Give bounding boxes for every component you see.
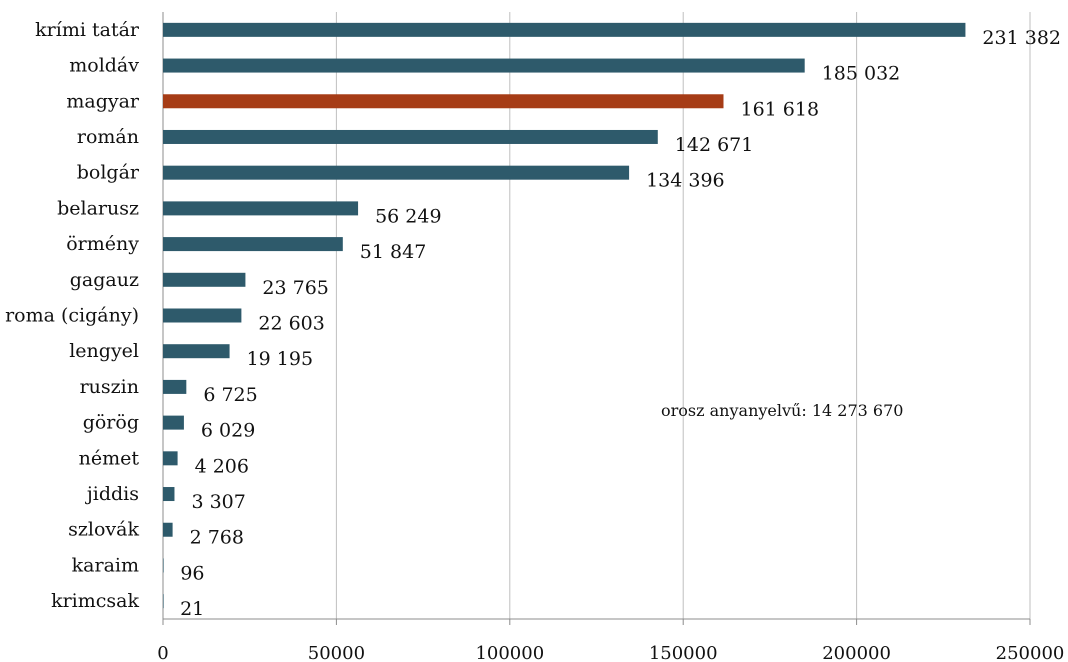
bars [163, 22, 966, 609]
value-label: 4 206 [195, 455, 249, 477]
category-label: krimcsak [51, 590, 139, 612]
value-label: 19 195 [247, 348, 313, 370]
x-tick-label: 150000 [649, 643, 718, 662]
x-tick-label: 50000 [308, 643, 365, 662]
category-label: belarusz [57, 197, 139, 219]
bar-15 [163, 558, 164, 573]
bar-11 [163, 415, 184, 430]
bar-10 [163, 379, 187, 394]
bar-14 [163, 522, 173, 537]
bar-3 [163, 129, 658, 144]
value-label: 21 [180, 598, 204, 620]
value-label: 6 725 [203, 384, 257, 406]
category-labels: krími tatár moldáv magyar román bolgár belaru… [5, 19, 140, 612]
bar-4 [163, 165, 630, 180]
category-label: görög [83, 412, 139, 434]
bar-13 [163, 487, 175, 502]
x-tick-label: 200000 [822, 643, 891, 662]
value-label: 2 768 [190, 527, 244, 549]
bar-5 [163, 201, 359, 216]
category-label: lengyel [69, 340, 139, 362]
value-label: 51 847 [360, 241, 426, 263]
category-label: ruszin [80, 376, 139, 398]
value-label: 185 032 [822, 63, 901, 85]
bar-7 [163, 272, 246, 287]
value-label: 56 249 [375, 205, 441, 227]
category-label: német [79, 447, 140, 469]
x-tick-label: 100000 [475, 643, 544, 662]
value-label: 134 396 [646, 170, 725, 192]
bar-0 [163, 22, 966, 37]
x-tick-label: 0 [157, 643, 168, 662]
value-label: 22 603 [258, 313, 324, 335]
category-label: gagauz [70, 269, 139, 291]
category-label: moldáv [69, 55, 139, 77]
bar-8 [163, 308, 242, 323]
value-label: 231 382 [982, 27, 1061, 49]
category-label: örmény [66, 233, 139, 255]
category-label: karaim [72, 554, 139, 576]
bar-9 [163, 344, 230, 359]
category-label: roma (cigány) [5, 305, 139, 327]
bar-12 [163, 451, 178, 466]
category-label: bolgár [77, 162, 140, 184]
value-label: 3 307 [191, 491, 245, 513]
category-label: magyar [66, 90, 140, 112]
annotation-text: orosz anyanyelvű: 14 273 670 [661, 401, 903, 420]
value-label: 161 618 [740, 98, 819, 120]
bar-1 [163, 58, 805, 73]
category-label: jiddis [85, 483, 139, 505]
x-tick-label: 250000 [996, 643, 1065, 662]
category-label: krími tatár [35, 19, 140, 41]
value-label: 6 029 [201, 420, 255, 442]
category-label: szlovák [68, 519, 139, 541]
bar-2 [163, 94, 724, 109]
bar-6 [163, 237, 343, 252]
x-axis-tick-labels: 0 50000 100000 150000 200000 250000 [157, 643, 1064, 662]
value-label: 142 671 [675, 134, 754, 156]
value-label: 96 [180, 562, 204, 584]
bar-16 [163, 594, 164, 609]
value-label: 23 765 [262, 277, 328, 299]
category-label: román [77, 126, 139, 148]
